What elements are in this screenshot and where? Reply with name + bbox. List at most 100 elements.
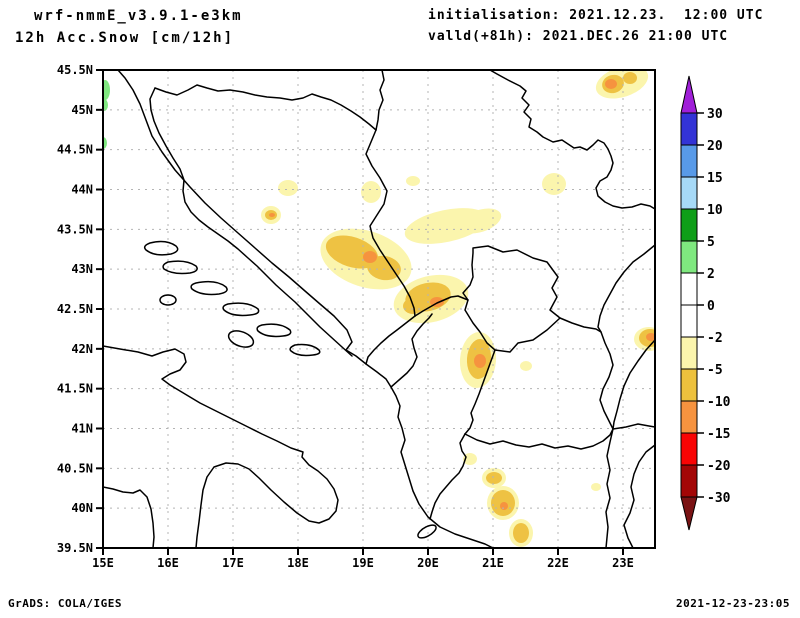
colorbar-segment (680, 336, 698, 370)
field-title: 12h Acc.Snow [cm/12h] (15, 30, 235, 46)
x-tick-label: 17E (222, 556, 244, 570)
croatia-serbia-border (375, 70, 385, 131)
colorbar-segment (680, 464, 698, 498)
croatia-bosnia-border-west (149, 87, 353, 357)
y-tick-label: 45N (71, 103, 93, 117)
latlon-grid (103, 70, 655, 548)
snow-patch-pale (278, 180, 298, 196)
x-tick-label: 15E (92, 556, 114, 570)
snow-patch-pale (591, 483, 601, 491)
model-title: wrf-nmmE_v3.9.1-e3km (34, 8, 243, 24)
colorbar-segment (680, 176, 698, 210)
italy-adriatic-coast (103, 345, 339, 548)
colorbar-segment (680, 272, 698, 306)
snow-patch-green (103, 99, 108, 111)
albania-macedonia-border (464, 349, 496, 435)
snow-patch-pale (542, 173, 566, 195)
x-tick-label: 22E (547, 556, 569, 570)
snow-patch-pale (458, 208, 502, 234)
valid-time-label: valld(+81h): 2021.DEC.26 21:00 UTC (428, 29, 729, 44)
colorbar-label: -2 (707, 331, 723, 346)
bosnia-sava-border-north (154, 84, 377, 131)
y-tick-label: 42.5N (57, 302, 93, 316)
snow-patch-pale (520, 361, 532, 371)
init-time-label: initialisation: 2021.12.23. 12:00 UTC (428, 8, 764, 23)
bulgaria-west-line (612, 339, 655, 430)
thermaic-gulf-coast (605, 428, 614, 548)
x-tick-label: 18E (287, 556, 309, 570)
y-tick-label: 42N (71, 342, 93, 356)
colorbar-segment (680, 368, 698, 402)
colorbar-label: 15 (707, 171, 723, 186)
colorbar-top-arrow (680, 75, 698, 114)
snow-patch-orange (363, 251, 377, 263)
colorbar-label: 20 (707, 139, 723, 154)
snow-patch-amber (486, 472, 502, 484)
colorbar-label: 5 (707, 235, 715, 250)
y-tick-label: 45.5N (57, 63, 93, 77)
x-tick-label: 21E (482, 556, 504, 570)
montenegro-albania-border (390, 313, 433, 388)
colorbar-bottom-arrow (680, 496, 698, 531)
snow-patch-pale (406, 176, 420, 186)
x-tick-label: 16E (157, 556, 179, 570)
colorbar-label: -5 (707, 363, 723, 378)
colorbar-segment (680, 112, 698, 146)
y-tick-label: 43.5N (57, 222, 93, 236)
dalmatian-islands (143, 240, 437, 539)
x-tick-label: 19E (352, 556, 374, 570)
x-tick-label: 23E (612, 556, 634, 570)
y-tick-label: 44.5N (57, 143, 93, 157)
snow-patch-amber (327, 237, 349, 257)
y-tick-label: 41.5N (57, 382, 93, 396)
colorbar-label: -15 (707, 427, 730, 442)
colorbar-segment (680, 304, 698, 338)
snow-patch-orange (474, 354, 486, 368)
adriatic-east-coastline (117, 70, 494, 548)
country-borders (103, 70, 655, 548)
y-tick-label: 43N (71, 262, 93, 276)
serbia-macedonia-border (559, 317, 602, 333)
grads-credit: GrADS: COLA/IGES (8, 597, 122, 610)
snow-patch-green (103, 80, 110, 100)
snow-patch-orange (605, 79, 617, 89)
colorbar-segment (680, 240, 698, 274)
y-tick-label: 41N (71, 422, 93, 436)
axes: 15E 16E 17E 18E 19E 20E 21E 22E 23E 45.5N 45N 44.5N… (57, 63, 634, 570)
snow-accumulation-patches (103, 70, 655, 547)
colorbar-segment (680, 400, 698, 434)
colorbar-segment (680, 432, 698, 466)
snow-patch-orange (500, 502, 508, 510)
snow-patch-orange (269, 213, 275, 217)
snow-patch-orange (646, 333, 655, 341)
colorbar-segment (680, 144, 698, 178)
colorbar-label: -30 (707, 491, 731, 506)
macedonia-greece-border (464, 428, 614, 450)
y-tick-label: 39.5N (57, 541, 93, 555)
y-tick-label: 40N (71, 501, 93, 515)
chalkidiki-coast (623, 444, 655, 548)
y-tick-label: 40.5N (57, 461, 93, 475)
x-tick-label: 20E (417, 556, 439, 570)
danube-serbia-romania-border (489, 70, 655, 210)
snow-patch-amber (623, 72, 637, 84)
snow-patch-amber (367, 255, 401, 281)
snow-patch-amber (513, 523, 529, 543)
montenegro-serbia-border (414, 295, 469, 317)
colorbar-label: -20 (707, 459, 731, 474)
bulgaria-greece-border (612, 423, 655, 430)
colorbar-segment (680, 208, 698, 242)
colorbar-label: -10 (707, 395, 731, 410)
snow-patch-pale (463, 453, 477, 465)
y-tick-label: 44N (71, 183, 93, 197)
albania-greece-border (429, 433, 467, 520)
colorbar-label: 2 (707, 267, 715, 282)
colorbar-label: 0 (707, 299, 715, 314)
drina-bosnia-serbia-border (365, 129, 416, 317)
bosnia-montenegro-border (365, 315, 416, 365)
snow-patch-pale (361, 181, 381, 203)
kosovo-border (462, 245, 561, 353)
